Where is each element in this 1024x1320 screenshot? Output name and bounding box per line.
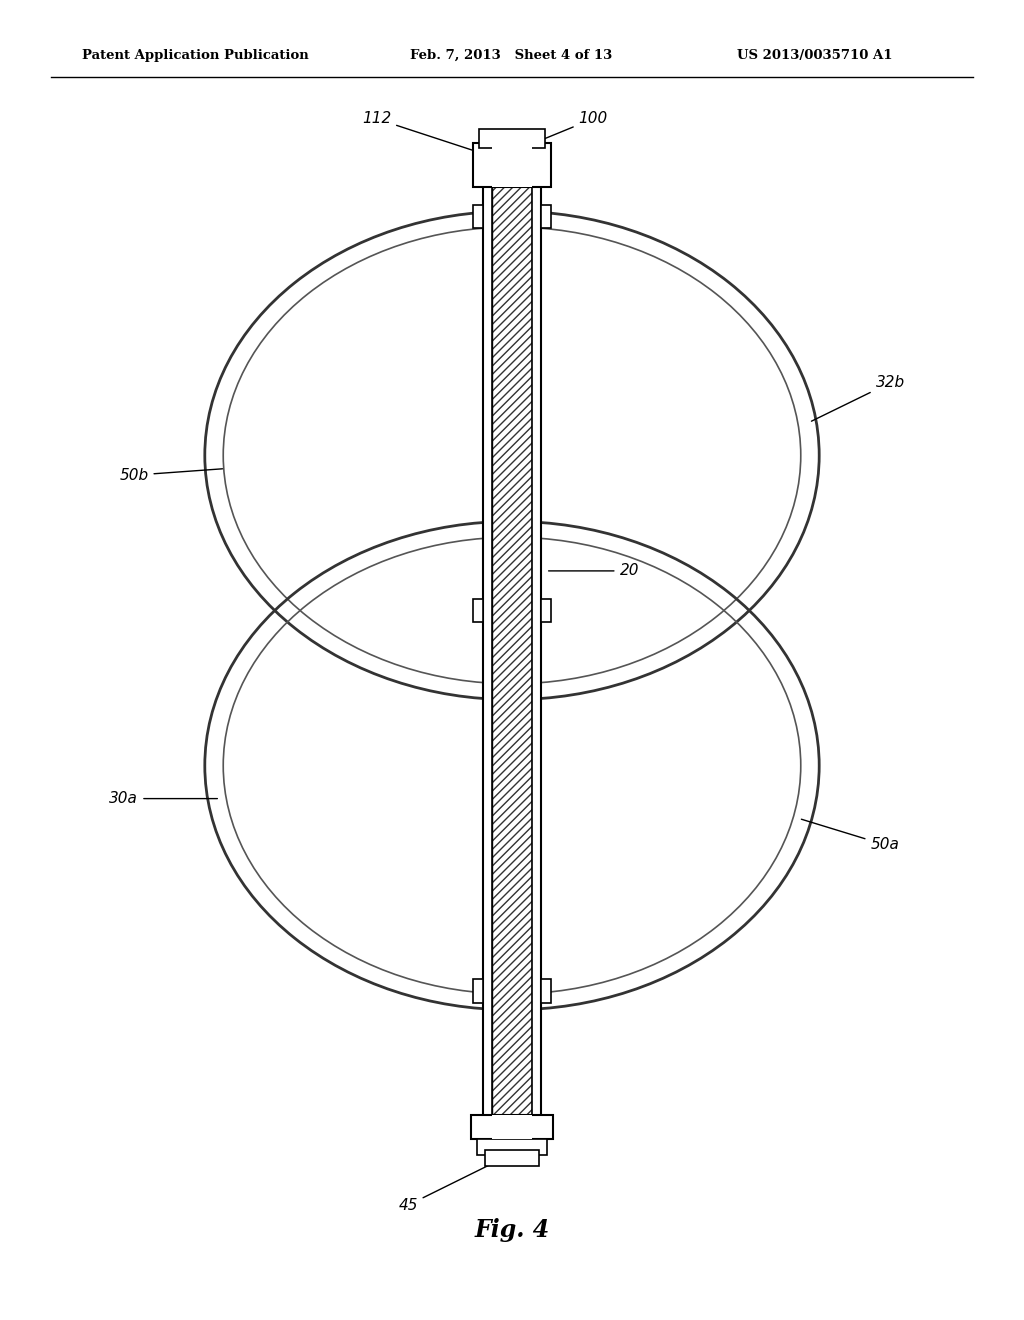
Text: 50a: 50a (802, 820, 899, 853)
Text: Feb. 7, 2013   Sheet 4 of 13: Feb. 7, 2013 Sheet 4 of 13 (410, 49, 612, 62)
Bar (483, 172, 492, 1115)
Bar (492, 172, 532, 1115)
Text: Patent Application Publication: Patent Application Publication (82, 49, 308, 62)
Bar (479, 129, 545, 148)
Text: 112: 112 (361, 111, 486, 154)
Text: 100: 100 (525, 111, 608, 147)
Bar (541, 599, 551, 623)
Text: 20: 20 (549, 564, 639, 578)
Bar (492, 143, 532, 187)
Bar (485, 1150, 539, 1166)
Text: US 2013/0035710 A1: US 2013/0035710 A1 (737, 49, 893, 62)
Text: Fig. 4: Fig. 4 (474, 1218, 550, 1242)
Text: 32b: 32b (811, 375, 904, 421)
Bar (483, 172, 541, 1115)
Bar (477, 1139, 547, 1155)
Bar (471, 1115, 553, 1139)
Bar (473, 599, 483, 623)
Text: 50b: 50b (120, 467, 222, 483)
Text: 45: 45 (398, 1164, 492, 1213)
Bar (541, 205, 551, 228)
Bar (473, 143, 551, 187)
Bar (473, 979, 483, 1003)
Bar (541, 979, 551, 1003)
Bar (492, 1115, 532, 1139)
Bar (532, 172, 541, 1115)
Text: 30a: 30a (110, 791, 217, 807)
Bar (473, 205, 483, 228)
